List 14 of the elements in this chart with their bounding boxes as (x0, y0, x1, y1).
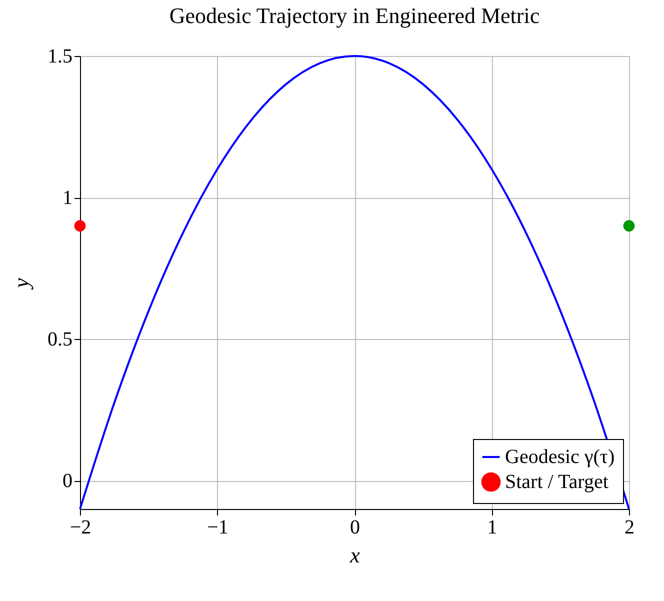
legend-label: Geodesic γ(τ) (505, 446, 615, 468)
y-tick-label: 1.5 (48, 46, 72, 68)
legend-label: Start / Target (505, 471, 609, 493)
x-tick-label: 1 (487, 516, 498, 538)
x-tick-label: 2 (624, 516, 634, 538)
y-tick-label: 0.5 (48, 328, 72, 351)
y-tick-label: 0 (62, 470, 72, 492)
x-tick-label: −1 (207, 516, 228, 538)
x-tick-label: 0 (350, 516, 360, 538)
chart-title: Geodesic Trajectory in Engineered Metric (169, 3, 540, 28)
y-axis-title: y (8, 278, 34, 290)
x-tick-label: −2 (70, 516, 92, 538)
y-tick-label: 1 (62, 187, 72, 210)
x-axis-title: x (349, 542, 360, 568)
